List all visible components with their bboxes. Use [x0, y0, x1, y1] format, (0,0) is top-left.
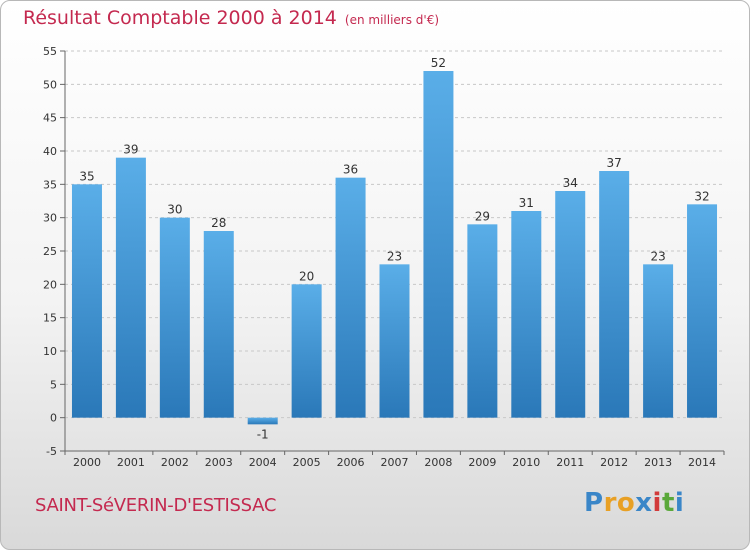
logo-letter: o	[616, 488, 636, 518]
bar	[643, 264, 674, 418]
x-tick-label: 2004	[249, 456, 277, 469]
y-tick-label: 55	[43, 45, 57, 58]
value-labels: 35 39 30 28 -1 20 36 23 52 29 31 34 37 23 32	[79, 56, 709, 441]
x-tick-label: 2012	[600, 456, 628, 469]
value-label: 37	[607, 156, 622, 170]
bar	[247, 417, 278, 425]
x-tick-label: 2014	[688, 456, 716, 469]
y-tick-label: 50	[43, 78, 57, 91]
y-tick-label: 0	[50, 412, 57, 425]
commune-name: SAINT-SéVERIN-D'ESTISSAC	[35, 495, 277, 516]
logo-letter: x	[635, 488, 653, 518]
y-axis: -5 0 5 10 15 20 25 30 35 40 45 50 55	[43, 45, 66, 458]
logo-letter: P	[584, 488, 604, 518]
x-tick-label: 2005	[293, 456, 321, 469]
value-label: 32	[694, 189, 709, 203]
bar	[335, 177, 366, 418]
value-label: 23	[650, 249, 665, 263]
value-label: 31	[519, 196, 534, 210]
bar	[71, 184, 102, 418]
y-tick-label: 35	[43, 178, 57, 191]
x-tick-label: 2000	[73, 456, 101, 469]
bar	[555, 191, 586, 418]
x-tick-label: 2007	[381, 456, 409, 469]
bar	[599, 171, 630, 418]
chart-subtitle: (en milliers d'€)	[344, 13, 440, 27]
logo-letter: i	[652, 488, 662, 518]
y-tick-label: -5	[46, 445, 57, 458]
value-label: 29	[475, 209, 490, 223]
x-tick-label: 2011	[556, 456, 584, 469]
x-tick-label: 2009	[468, 456, 496, 469]
bar	[467, 224, 498, 418]
bar	[511, 211, 542, 418]
bar	[203, 231, 234, 418]
value-label: 39	[123, 143, 138, 157]
bar	[687, 204, 718, 418]
value-label: 52	[431, 56, 446, 70]
chart-title: Résultat Comptable 2000 à 2014	[23, 7, 337, 29]
value-label: 30	[167, 203, 182, 217]
x-tick-label: 2002	[161, 456, 189, 469]
logo-letter: i	[674, 488, 685, 518]
x-tick-label: 2001	[117, 456, 145, 469]
y-tick-label: 25	[43, 245, 57, 258]
bars	[71, 71, 718, 425]
y-tick-label: 30	[43, 212, 57, 225]
y-tick-label: 45	[43, 112, 57, 125]
bar	[115, 157, 146, 418]
bar	[291, 284, 322, 418]
value-label: 35	[79, 169, 94, 183]
value-label: 23	[387, 249, 402, 263]
value-label: 34	[563, 176, 578, 190]
title-row: Résultat Comptable 2000 à 2014 (en millie…	[23, 7, 439, 29]
y-tick-label: 10	[43, 345, 57, 358]
x-axis: 2000 2001 2002 2003 2004 2005 2006 2007 2008 2009…	[64, 450, 725, 469]
x-tick-label: 2008	[424, 456, 452, 469]
x-tick-label: 2003	[205, 456, 233, 469]
bar	[159, 217, 190, 418]
x-tick-label: 2010	[512, 456, 540, 469]
y-tick-label: 15	[43, 312, 57, 325]
value-label: -1	[257, 427, 269, 441]
bar	[379, 264, 410, 418]
y-tick-label: 20	[43, 278, 57, 291]
y-tick-label: 5	[50, 378, 57, 391]
x-tick-label: 2006	[337, 456, 365, 469]
logo-letter: t	[661, 488, 675, 518]
proxiti-logo: Proxiti	[584, 488, 684, 518]
value-label: 36	[343, 163, 358, 177]
x-tick-label: 2013	[644, 456, 672, 469]
value-label: 28	[211, 216, 226, 230]
y-tick-label: 40	[43, 145, 57, 158]
bar	[423, 71, 454, 418]
value-label: 20	[299, 269, 314, 283]
logo-letter: r	[603, 488, 617, 518]
